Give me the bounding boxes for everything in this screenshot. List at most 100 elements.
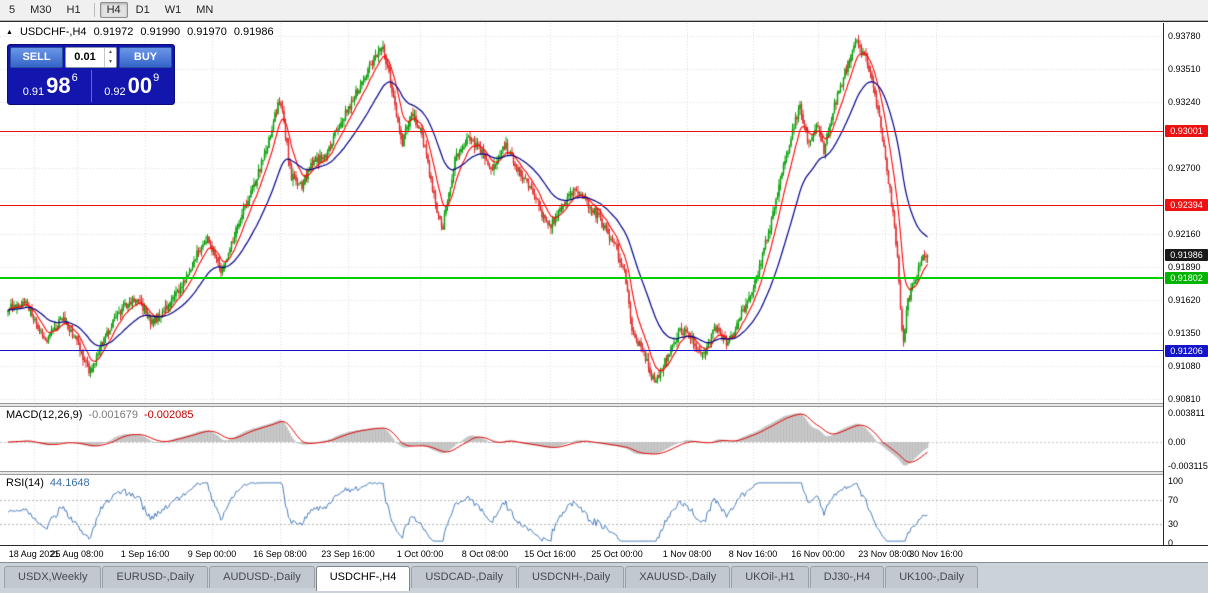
chart-tab-USDCHF-H4[interactable]: USDCHF-,H4 — [315, 566, 411, 591]
rsi-panel[interactable]: RSI(14) 44.1648 — [0, 475, 1163, 545]
ask-price-big: 00 — [127, 73, 153, 98]
time-axis-label: 15 Oct 16:00 — [524, 549, 576, 559]
bid-price-prefix: 0.91 — [22, 86, 45, 98]
rsi-indicator-label: RSI(14) — [6, 477, 44, 489]
timeframe-button-H4[interactable]: H4 — [99, 2, 128, 18]
rsi-axis-label: 70 — [1168, 494, 1179, 505]
price-axis-label: 0.91890 — [1168, 262, 1201, 272]
macd-axis-label: 0.00 — [1168, 437, 1186, 447]
tab-bar: USDX,Weekly EURUSD-,Daily AUDUSD-,Daily USD… — [0, 562, 1208, 593]
price-axis-label: 0.93510 — [1168, 64, 1201, 74]
horizontal-line[interactable] — [0, 276, 1163, 279]
chart-tab-USDCNH-Daily[interactable]: USDCNH-,Daily — [517, 566, 625, 588]
time-axis-label: 25 Oct 00:00 — [591, 549, 643, 559]
ask-price-pip: 9 — [153, 72, 160, 84]
toolbar-separator — [93, 3, 95, 17]
time-axis-label: 1 Oct 00:00 — [396, 549, 444, 559]
ask-price-prefix: 0.92 — [104, 86, 126, 98]
time-axis-label: 25 Aug 08:00 — [50, 549, 104, 559]
lot-size-input[interactable]: 0.01 ▲ ▼ — [65, 47, 117, 68]
rsi-axis-label: 100 — [1168, 476, 1184, 486]
chart-tab-USDCAD-Daily[interactable]: USDCAD-,Daily — [411, 566, 517, 588]
chart-tab-UKOil-H1[interactable]: UKOil-,H1 — [731, 566, 809, 588]
time-axis-label: 16 Nov 00:00 — [791, 549, 845, 559]
buy-button[interactable]: BUY — [119, 47, 172, 68]
price-badge: 0.93001 — [1165, 125, 1208, 138]
time-axis-label: 9 Sep 00:00 — [187, 549, 237, 559]
price-axis-label: 0.91080 — [1168, 361, 1201, 371]
panel-splitter-rsi[interactable] — [0, 471, 1208, 475]
timeframe-toolbar: 5 M30 H1 H4 D1 W1 MN — [0, 0, 1208, 21]
horizontal-line[interactable] — [0, 350, 1163, 352]
chart-tab-EURUSD-Daily[interactable]: EURUSD-,Daily — [102, 566, 209, 588]
macd-label-line: MACD(12,26,9) -0.001679 -0.002085 — [6, 409, 194, 421]
lot-increase-arrow-icon[interactable]: ▲ — [108, 49, 113, 55]
rsi-value: 44.1648 — [49, 477, 90, 489]
bid-price-big: 98 — [46, 73, 71, 98]
time-axis-label: 16 Sep 08:00 — [253, 549, 307, 559]
lot-decrease-arrow-icon[interactable]: ▼ — [108, 58, 113, 65]
price-chart-canvas[interactable] — [0, 23, 1163, 403]
price-badge: 0.91986 — [1165, 249, 1208, 262]
macd-canvas[interactable] — [0, 407, 1163, 471]
timeframe-button-W1[interactable]: W1 — [164, 4, 182, 16]
rsi-label-line: RSI(14) 44.1648 — [6, 477, 90, 489]
time-axis-label: 30 Nov 16:00 — [909, 549, 963, 559]
macd-signal-value: -0.002085 — [143, 409, 194, 421]
chart-symbol-label: USDCHF-,H4 — [19, 26, 87, 38]
ohlc-open-value: 0.91972 — [93, 26, 134, 38]
price-axis-label: 0.93240 — [1168, 97, 1201, 107]
main-plot[interactable]: ▲ USDCHF-,H4 0.91972 0.91990 0.91970 0.9… — [0, 23, 1163, 403]
chart-tab-AUDUSD-Daily[interactable]: AUDUSD-,Daily — [209, 566, 315, 588]
price-axis[interactable]: 0.93780 0.93510 0.93240 0.92700 0.92160 0.918… — [1163, 23, 1208, 548]
horizontal-line[interactable] — [0, 130, 1163, 132]
rsi-axis-label: 30 — [1168, 519, 1179, 530]
sell-button[interactable]: SELL — [10, 47, 63, 68]
lot-spinner: ▲ ▼ — [104, 48, 116, 67]
bid-price-pip: 6 — [71, 72, 78, 84]
price-axis-label: 0.92700 — [1168, 163, 1201, 173]
price-axis-label: 0.92160 — [1168, 229, 1201, 239]
time-axis-label: 1 Nov 08:00 — [662, 549, 712, 559]
chart-window: ▲ USDCHF-,H4 0.91972 0.91990 0.91970 0.9… — [0, 21, 1208, 563]
chart-tab-XAUUSD-Daily[interactable]: XAUUSD-,Daily — [625, 566, 731, 588]
ohlc-low-value: 0.91970 — [187, 26, 227, 38]
bid-price[interactable]: 0.91 98 6 — [10, 70, 91, 102]
chart-tab-USDX-Weekly[interactable]: USDX,Weekly — [4, 566, 102, 588]
time-axis[interactable]: 18 Aug 2021 25 Aug 08:00 1 Sep 16:00 9 Sep … — [0, 545, 1208, 563]
timeframe-button-H1[interactable]: H1 — [66, 4, 81, 16]
macd-indicator-label: MACD(12,26,9) — [6, 409, 83, 421]
timeframe-button-D1[interactable]: D1 — [135, 4, 150, 16]
chart-info-line: ▲ USDCHF-,H4 0.91972 0.91990 0.91970 0.9… — [6, 26, 274, 38]
rsi-canvas[interactable] — [0, 475, 1163, 545]
panel-splitter-macd[interactable] — [0, 403, 1208, 407]
timeframe-button-5[interactable]: 5 — [9, 4, 16, 16]
one-click-trade-panel: SELL 0.01 ▲ ▼ BUY 0.91 98 6 — [7, 44, 175, 105]
time-axis-label: 1 Sep 16:00 — [120, 549, 170, 559]
ohlc-high-value: 0.91990 — [140, 26, 181, 38]
price-badge: 0.91206 — [1165, 344, 1208, 357]
ask-price[interactable]: 0.92 00 9 — [92, 70, 173, 102]
macd-panel[interactable]: MACD(12,26,9) -0.001679 -0.002085 — [0, 407, 1163, 471]
price-axis-label: 0.91350 — [1168, 328, 1201, 338]
timeframe-button-M30[interactable]: M30 — [30, 4, 52, 16]
time-axis-label: 23 Nov 08:00 — [858, 549, 912, 559]
lot-size-value[interactable]: 0.01 — [74, 51, 96, 63]
collapse-subwindow-icon[interactable]: ▲ — [6, 28, 13, 36]
chart-tab-UK100-Daily[interactable]: UK100-,Daily — [885, 566, 979, 588]
horizontal-line[interactable] — [0, 204, 1163, 206]
price-axis-label: 0.91620 — [1168, 295, 1201, 305]
macd-main-value: -0.001679 — [88, 409, 138, 421]
rsi-axis-label: 0 — [1168, 538, 1174, 548]
timeframe-button-MN[interactable]: MN — [196, 4, 214, 16]
time-axis-label: 8 Nov 16:00 — [728, 549, 778, 559]
time-axis-label: 8 Oct 08:00 — [461, 549, 509, 559]
chart-tab-DJ30-H4[interactable]: DJ30-,H4 — [809, 566, 885, 588]
ohlc-close-value: 0.91986 — [233, 26, 274, 38]
price-badge: 0.92394 — [1165, 199, 1208, 212]
macd-axis-label: 0.003811 — [1168, 408, 1205, 418]
time-axis-label: 23 Sep 16:00 — [321, 549, 375, 559]
price-divider — [90, 70, 92, 102]
price-badge: 0.91802 — [1165, 271, 1208, 284]
